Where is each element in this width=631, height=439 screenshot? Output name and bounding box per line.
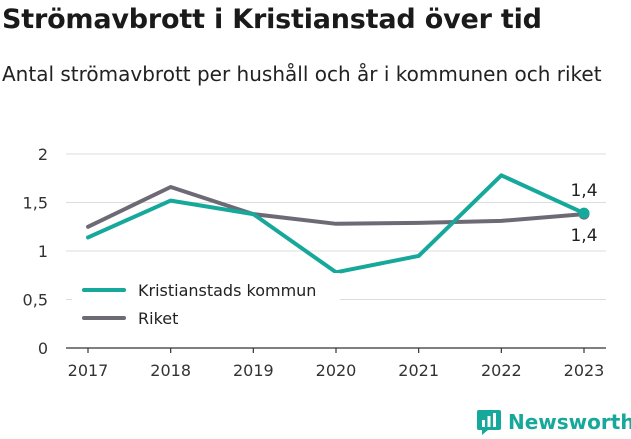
end-label: 1,4 (570, 181, 597, 201)
x-tick-label: 2019 (233, 361, 274, 380)
y-axis-ticks: 0 0,5 1 1,5 2 (23, 145, 48, 358)
x-tick-label: 2023 (564, 361, 605, 380)
y-tick-label: 0 (38, 339, 48, 358)
x-tick-label: 2018 (150, 361, 191, 380)
series-end-point (578, 207, 590, 219)
series-lines (86, 173, 590, 275)
bar-chart-logo-icon (477, 410, 501, 435)
x-tick-label: 2017 (68, 361, 109, 380)
line-chart: 0 0,5 1 1,5 2 2017 2018 2019 2020 2021 2022 2023 1… (23, 145, 606, 380)
y-tick-label: 0,5 (23, 291, 48, 310)
y-tick-label: 2 (38, 145, 48, 164)
y-tick-label: 1 (38, 242, 48, 261)
x-axis: 2017 2018 2019 2020 2021 2022 2023 (66, 347, 606, 380)
x-tick-label: 2020 (316, 361, 357, 380)
chart-title: Strömavbrott i Kristianstad över tid (2, 4, 542, 35)
end-label: 1,4 (570, 226, 597, 246)
series-line (86, 185, 586, 229)
y-tick-label: 1,5 (23, 194, 48, 213)
legend: Kristianstads kommun Riket (72, 273, 340, 333)
legend-background (72, 273, 340, 333)
legend-label: Riket (138, 309, 178, 328)
brand-logo: Newsworthy (476, 406, 631, 438)
chart-subtitle: Antal strömavbrott per hushåll och år i … (2, 62, 602, 86)
x-tick-label: 2022 (481, 361, 522, 380)
series-line (86, 173, 586, 275)
end-labels: 1,4 1,4 (570, 181, 597, 246)
legend-label: Kristianstads kommun (138, 281, 316, 300)
brand-name: Newsworthy (508, 410, 631, 434)
x-tick-label: 2021 (398, 361, 439, 380)
